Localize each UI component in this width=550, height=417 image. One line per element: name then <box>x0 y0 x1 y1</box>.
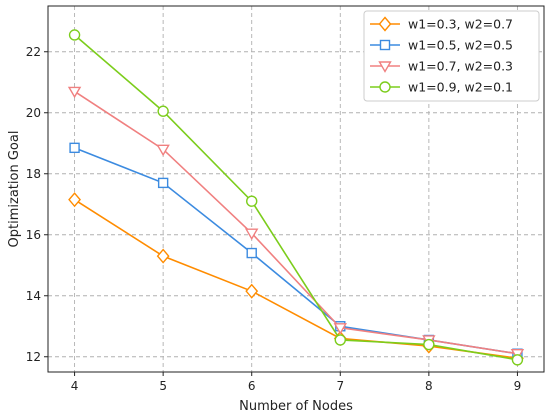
x-axis-label: Number of Nodes <box>239 399 353 414</box>
x-axis-ticks: 4 5 6 7 8 9 <box>71 372 521 393</box>
y-tick-label: 14 <box>26 289 41 303</box>
legend-label: w1=0.9, w2=0.1 <box>408 80 513 95</box>
series-2 <box>69 142 523 359</box>
series-1 <box>68 192 524 366</box>
series-lines <box>67 29 525 366</box>
series-4-point <box>157 105 169 117</box>
x-tick-label: 7 <box>336 379 344 393</box>
legend-label: w1=0.3, w2=0.7 <box>408 17 513 32</box>
y-tick-label: 12 <box>26 350 41 364</box>
series-2-point <box>69 142 80 154</box>
series-1-point <box>68 192 81 208</box>
series-1-point <box>156 248 170 264</box>
y-tick-label: 22 <box>26 45 41 59</box>
series-2-point <box>157 177 169 189</box>
series-3-point <box>67 86 82 99</box>
y-tick-label: 18 <box>26 167 41 181</box>
legend-swatch-marker <box>378 16 392 32</box>
x-tick-label: 4 <box>71 379 79 393</box>
grid <box>48 6 544 372</box>
series-3-line <box>74 90 518 355</box>
series-1-line <box>74 199 518 360</box>
series-4 <box>68 29 524 366</box>
legend-swatch-marker <box>379 39 391 51</box>
series-4-point <box>423 338 435 351</box>
series-3-point <box>333 323 347 335</box>
plot-frame <box>47 5 545 373</box>
y-axis-label: Optimization Goal <box>7 131 22 248</box>
series-3 <box>67 86 525 361</box>
series-3-point <box>156 144 170 157</box>
x-tick-label: 9 <box>514 379 522 393</box>
y-axis-ticks: 12 14 16 18 20 22 <box>26 45 48 364</box>
series-4-line <box>74 34 518 361</box>
legend-swatch-marker <box>378 61 392 73</box>
legend-box <box>363 10 540 102</box>
series-4-point <box>511 354 524 366</box>
legend: w1=0.3, w2=0.7 w1=0.5, w2=0.5 w1=0.7, w2=0… <box>363 10 540 102</box>
series-4-point <box>68 29 81 41</box>
legend-label: w1=0.5, w2=0.5 <box>408 38 513 53</box>
legend-label: w1=0.7, w2=0.3 <box>408 59 513 74</box>
x-tick-label: 8 <box>425 379 433 393</box>
series-2-line <box>74 147 518 355</box>
x-tick-label: 5 <box>159 379 167 393</box>
series-4-point <box>334 334 346 346</box>
y-tick-label: 20 <box>26 106 41 120</box>
series-4-point <box>246 195 258 207</box>
y-tick-label: 16 <box>26 228 41 242</box>
legend-swatch-marker <box>379 81 391 93</box>
series-2-point <box>246 247 257 259</box>
series-1-point <box>245 283 259 299</box>
x-tick-label: 6 <box>248 379 256 393</box>
series-3-point <box>245 228 259 241</box>
